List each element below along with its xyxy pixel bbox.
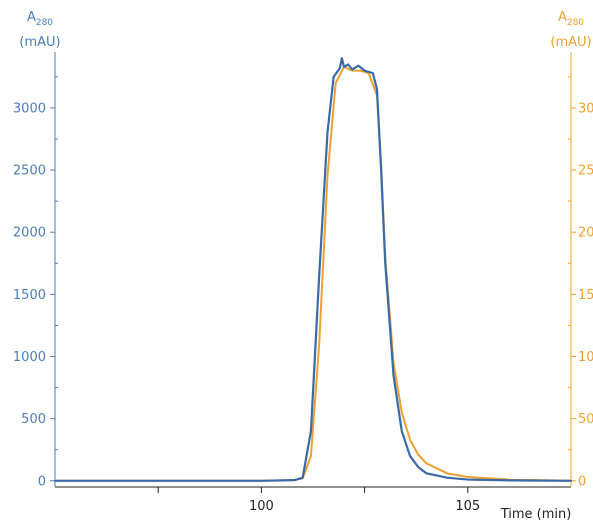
x-tick-label: 100 <box>249 499 274 514</box>
left-axis-title-unit: (mAU) <box>19 35 60 50</box>
right-y-tick-label: 30 <box>578 101 593 116</box>
right-y-tick-label: 10 <box>578 350 593 365</box>
right-axis-title: A280 (mAU) <box>550 10 591 50</box>
right-axis-title-main: A280 <box>558 10 584 28</box>
left-y-tick-label: 1500 <box>13 288 46 303</box>
right-y-tick-label: 0 <box>578 474 586 489</box>
left-y-tick-label: 2000 <box>13 226 46 241</box>
right-axis-title-unit: (mAU) <box>550 35 591 50</box>
left-y-tick-label: 0 <box>38 474 46 489</box>
left-axis-title-main: A280 <box>27 10 53 28</box>
series-line-left-axis <box>53 57 573 482</box>
right-y-tick-label: 20 <box>578 226 593 241</box>
x-tick-label: 105 <box>455 499 480 514</box>
right-y-tick-label: 15 <box>578 288 593 303</box>
right-y-tick-label: 50 <box>578 412 593 427</box>
right-y-tick-label: 25 <box>578 164 593 179</box>
left-y-tick-label: 2500 <box>13 164 46 179</box>
x-axis-title: Time (min) <box>500 507 572 522</box>
left-y-tick-label: 500 <box>21 412 46 427</box>
left-y-tick-label: 3000 <box>13 101 46 116</box>
series-line-right-axis <box>54 65 572 482</box>
left-axis-title: A280 (mAU) <box>19 10 60 50</box>
left-y-tick-label: 1000 <box>13 350 46 365</box>
